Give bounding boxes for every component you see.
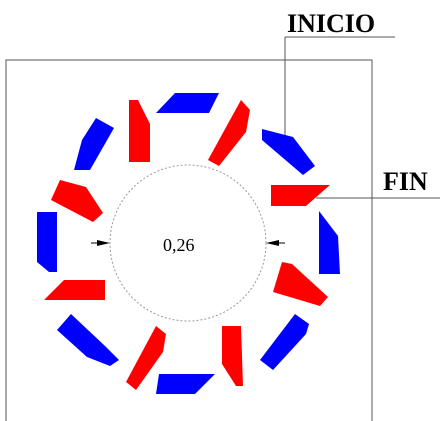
red-segment bbox=[271, 185, 330, 206]
blue-segment bbox=[57, 314, 119, 366]
blue-segment bbox=[156, 374, 215, 394]
fin-label: FIN bbox=[383, 167, 428, 196]
blue-segment bbox=[262, 129, 315, 175]
blue-segment bbox=[319, 211, 340, 274]
inicio-label: INICIO bbox=[287, 9, 375, 38]
blue-segment bbox=[260, 314, 309, 370]
red-segment bbox=[126, 326, 166, 390]
red-segments bbox=[44, 100, 330, 390]
red-segment bbox=[273, 262, 328, 306]
blue-segment bbox=[74, 118, 114, 170]
red-segment bbox=[51, 180, 103, 222]
diameter-label: 0,26 bbox=[163, 235, 195, 255]
red-segment bbox=[129, 100, 150, 162]
diameter-arrow-left bbox=[97, 240, 110, 246]
red-segment bbox=[208, 100, 250, 166]
blue-segment bbox=[156, 93, 219, 113]
red-segment bbox=[222, 326, 243, 386]
red-segment bbox=[44, 280, 105, 300]
frame bbox=[5, 59, 373, 421]
blue-segments bbox=[37, 93, 340, 394]
diameter-arrow-right bbox=[266, 240, 279, 246]
blue-segment bbox=[37, 212, 57, 272]
